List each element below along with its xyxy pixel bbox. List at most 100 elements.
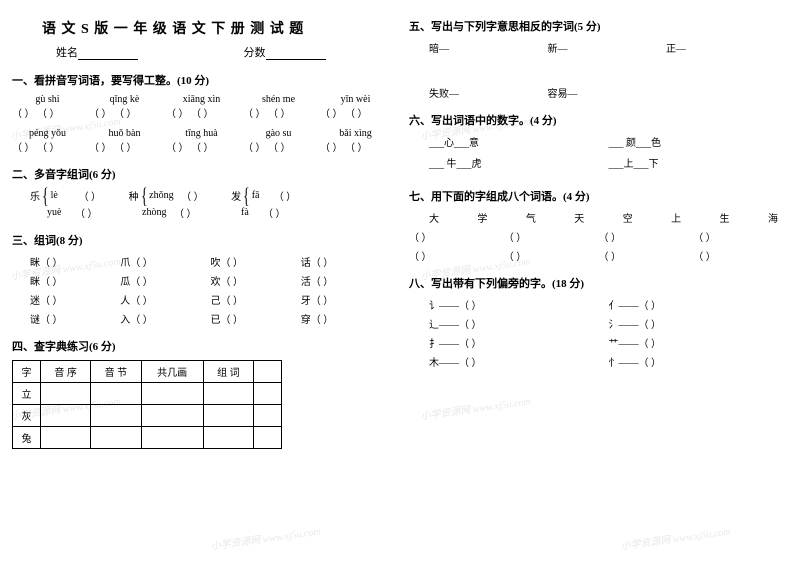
q8-item: 氵——（ ） [609, 316, 789, 331]
paren-blank: （ ） [693, 248, 788, 263]
q7-chars: 大 学 气 天 空 上 生 海 [409, 210, 788, 225]
paren-blank: （ ） [504, 248, 599, 263]
q3-item: 迷（ ） [30, 292, 120, 307]
pinyin-item: tīng huà [166, 128, 237, 139]
q3-row: 眯（ ）瓜（ ）欢（ ）活（ ） [12, 273, 391, 288]
q8-row: 木——（ ）忄——（ ） [429, 354, 788, 369]
q7-paren-row1: （ ） （ ） （ ） （ ） [409, 229, 788, 244]
q7-char: 生 [720, 210, 730, 225]
paren-blank: （ ） [263, 205, 286, 220]
th: 音 序 [41, 361, 91, 383]
paren-blank: （ ） （ ） [320, 139, 391, 154]
paren-blank: （ ） [79, 188, 129, 203]
pinyin-item: bǎi xìng [320, 128, 391, 139]
q6-item: ___ 颜___色 [609, 134, 789, 149]
score-label: 分数 [244, 47, 266, 59]
td: 兔 [13, 427, 41, 449]
q6-heading: 六、写出词语中的数字。(4 分) [409, 112, 788, 128]
paren-blank: （ ） [75, 205, 142, 220]
q5-item: 正— [666, 40, 784, 55]
q7-heading: 七、用下面的字组成八个词语。(4 分) [409, 188, 788, 204]
paren-blank: （ ） （ ） [243, 139, 314, 154]
score-blank [266, 48, 326, 60]
q1-paren-row2: （ ） （ ） （ ） （ ） （ ） （ ） （ ） （ ） （ ） （ ） [12, 139, 391, 154]
paren-blank: （ ） （ ） [89, 105, 160, 120]
td: 立 [13, 383, 41, 405]
q3-row: 眯（ ）爪（ ）吹（ ）话（ ） [12, 254, 391, 269]
name-blank [78, 48, 138, 60]
paren-blank: （ ） （ ） [166, 105, 237, 120]
q6-items: ___心___意 ___ 颜___色 ___ 牛___虎 ___上___下 [409, 134, 788, 176]
paren-blank: （ ） （ ） [166, 139, 237, 154]
paren-blank: （ ） [504, 229, 599, 244]
paren-blank: （ ） [174, 205, 241, 220]
q7-char: 空 [623, 210, 633, 225]
q2-reading: fā [252, 190, 274, 201]
q8-item: 讠——（ ） [429, 297, 609, 312]
q2-row1: 乐{ lè（ ） 种{ zhǒng（ ） 发{ fā（ ） [12, 188, 391, 203]
q8-row: 辶——（ ）氵——（ ） [429, 316, 788, 331]
paren-blank: （ ） [599, 229, 694, 244]
q3-item: 已（ ） [211, 311, 301, 326]
q3-row: 谜（ ）入（ ）已（ ）穿（ ） [12, 311, 391, 326]
pinyin-item: xiāng xìn [166, 94, 237, 105]
paren-blank: （ ） （ ） [243, 105, 314, 120]
name-label: 姓名 [56, 47, 78, 59]
table-row: 立 [13, 383, 282, 405]
paren-blank: （ ） [181, 188, 231, 203]
q2-reading: zhòng [142, 207, 174, 218]
paren-blank: （ ） （ ） [12, 105, 83, 120]
q3-item: 眯（ ） [30, 273, 120, 288]
q2-reading: zhǒng [149, 190, 181, 201]
q8-heading: 八、写出带有下列偏旁的字。(18 分) [409, 275, 788, 291]
td: 灰 [13, 405, 41, 427]
table-row: 兔 [13, 427, 282, 449]
pinyin-item: huǒ bàn [89, 128, 160, 139]
q2-reading: lè [51, 190, 79, 201]
q8-item: 艹——（ ） [609, 335, 789, 350]
q3-rows: 眯（ ）爪（ ）吹（ ）话（ ） 眯（ ）瓜（ ）欢（ ）活（ ） 迷（ ）人（ ）… [12, 254, 391, 326]
brace-icon: { [141, 190, 147, 201]
q5-heading: 五、写出与下列字意思相反的字词(5 分) [409, 18, 788, 34]
paren-blank: （ ） [274, 188, 297, 203]
q3-item: 人（ ） [120, 292, 210, 307]
th: 共几画 [141, 361, 203, 383]
q2-char: 种 [129, 188, 139, 203]
q1-heading: 一、看拼音写词语，要写得工整。(10 分) [12, 72, 391, 88]
pinyin-item: qǐng kè [89, 94, 160, 105]
q5-item: 容易— [547, 85, 665, 100]
q7-paren-row2: （ ） （ ） （ ） （ ） [409, 248, 788, 263]
th: 音 节 [91, 361, 141, 383]
th: 组 词 [203, 361, 253, 383]
q8-item: 扌——（ ） [429, 335, 609, 350]
q7-char: 上 [671, 210, 681, 225]
q3-item: 入（ ） [120, 311, 210, 326]
q3-item: 谜（ ） [30, 311, 120, 326]
q4-table: 字 音 序 音 节 共几画 组 词 立 灰 兔 [12, 360, 282, 449]
q6-item: ___ 牛___虎 [429, 155, 609, 170]
q3-item: 吹（ ） [211, 254, 301, 269]
paren-blank: （ ） （ ） [12, 139, 83, 154]
watermark: 小学资源网 www.xj5u.com [209, 522, 321, 552]
q7-char: 海 [768, 210, 778, 225]
brace-icon: { [243, 190, 249, 201]
page-title: 语 文 S 版 一 年 级 语 文 下 册 测 试 题 [12, 18, 391, 38]
q1-paren-row1: （ ） （ ） （ ） （ ） （ ） （ ） （ ） （ ） （ ） （ ） [12, 105, 391, 120]
table-row: 字 音 序 音 节 共几画 组 词 [13, 361, 282, 383]
q8-item: 忄——（ ） [609, 354, 789, 369]
q7-char: 气 [526, 210, 536, 225]
q1-pinyin-row1: gù shi qǐng kè xiāng xìn shén me yīn wèi [12, 94, 391, 105]
q7-char: 大 [429, 210, 439, 225]
q2-row2: yuè（ ） zhòng（ ） fà（ ） [12, 205, 391, 220]
q5-items: 暗— 新— 正— 失败— 容易— [409, 40, 788, 100]
pinyin-item: yīn wèi [320, 94, 391, 105]
q3-item: 活（ ） [301, 273, 391, 288]
q3-row: 迷（ ）人（ ）己（ ）牙（ ） [12, 292, 391, 307]
paren-blank: （ ） [599, 248, 694, 263]
pinyin-item: péng yǒu [12, 128, 83, 139]
q8-item: 亻——（ ） [609, 297, 789, 312]
paren-blank: （ ） [409, 229, 504, 244]
q6-item: ___上___下 [609, 155, 789, 170]
brace-icon: { [42, 190, 48, 201]
pinyin-item: shén me [243, 94, 314, 105]
